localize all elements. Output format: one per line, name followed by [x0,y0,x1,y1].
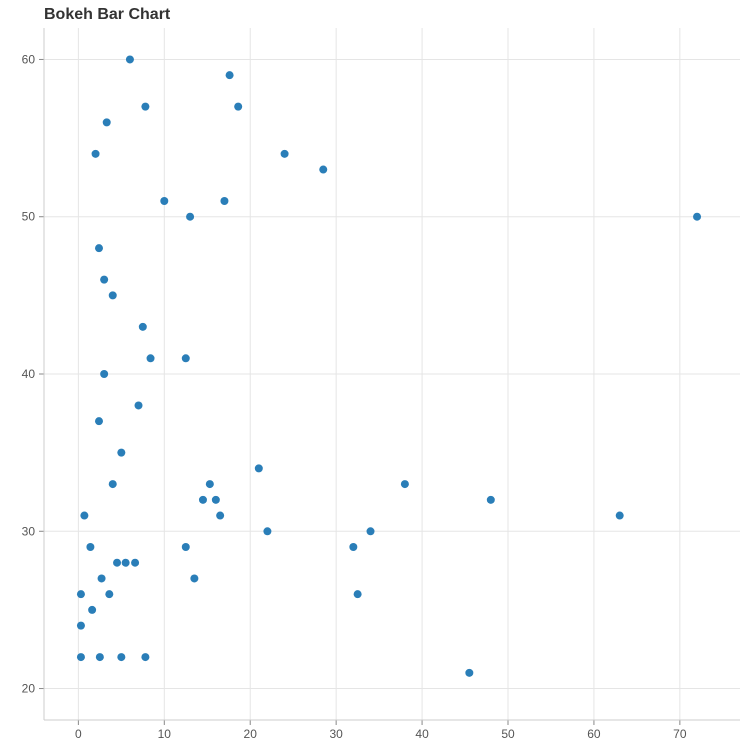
chart-canvas: 0 10 20 30 40 50 60 70 20 30 40 50 60 [0,0,750,750]
data-point [206,480,214,488]
data-point [103,118,111,126]
data-point [139,323,147,331]
data-point [141,103,149,111]
y-tick-label: 50 [22,210,36,224]
data-point [255,464,263,472]
data-point [80,512,88,520]
data-point [105,590,113,598]
data-point [98,574,106,582]
data-point [122,559,130,567]
data-point [401,480,409,488]
y-tick-label: 40 [22,367,36,381]
x-tick-label: 20 [244,727,258,741]
data-point [77,653,85,661]
data-point [95,417,103,425]
data-point [88,606,96,614]
x-tick-label: 50 [501,727,515,741]
x-tick-label: 40 [415,727,429,741]
x-tick-label: 30 [329,727,343,741]
x-tick-label: 70 [673,727,687,741]
data-point [319,166,327,174]
y-tick-label: 30 [22,524,36,538]
y-tick-label: 20 [22,682,36,696]
data-point [117,449,125,457]
data-point [616,512,624,520]
data-point [354,590,362,598]
chart-title: Bokeh Bar Chart [44,6,170,24]
data-point [113,559,121,567]
data-point [349,543,357,551]
data-point [135,401,143,409]
data-point [190,574,198,582]
data-point [109,480,117,488]
data-point [77,590,85,598]
data-point [100,276,108,284]
y-tick-label: 60 [22,52,36,66]
data-point [117,653,125,661]
scatter-chart: Bokeh Bar Chart 0 10 20 30 40 50 60 70 20 30 40 50 6… [0,0,750,750]
data-point [182,543,190,551]
data-point [109,291,117,299]
data-point [212,496,220,504]
data-point [77,622,85,630]
data-point [182,354,190,362]
data-point [226,71,234,79]
data-point [95,244,103,252]
data-point [92,150,100,158]
x-tick-label: 0 [75,727,82,741]
data-point [367,527,375,535]
data-point [147,354,155,362]
data-point [220,197,228,205]
data-point [234,103,242,111]
data-point [126,55,134,63]
x-tick-label: 10 [158,727,172,741]
data-point [216,512,224,520]
data-point [199,496,207,504]
data-point [96,653,104,661]
data-point [693,213,701,221]
data-point [465,669,473,677]
data-point [141,653,149,661]
data-point [100,370,108,378]
data-point [86,543,94,551]
data-point [487,496,495,504]
data-point [281,150,289,158]
data-point [131,559,139,567]
data-point [160,197,168,205]
data-point [186,213,194,221]
data-point [263,527,271,535]
x-tick-label: 60 [587,727,601,741]
